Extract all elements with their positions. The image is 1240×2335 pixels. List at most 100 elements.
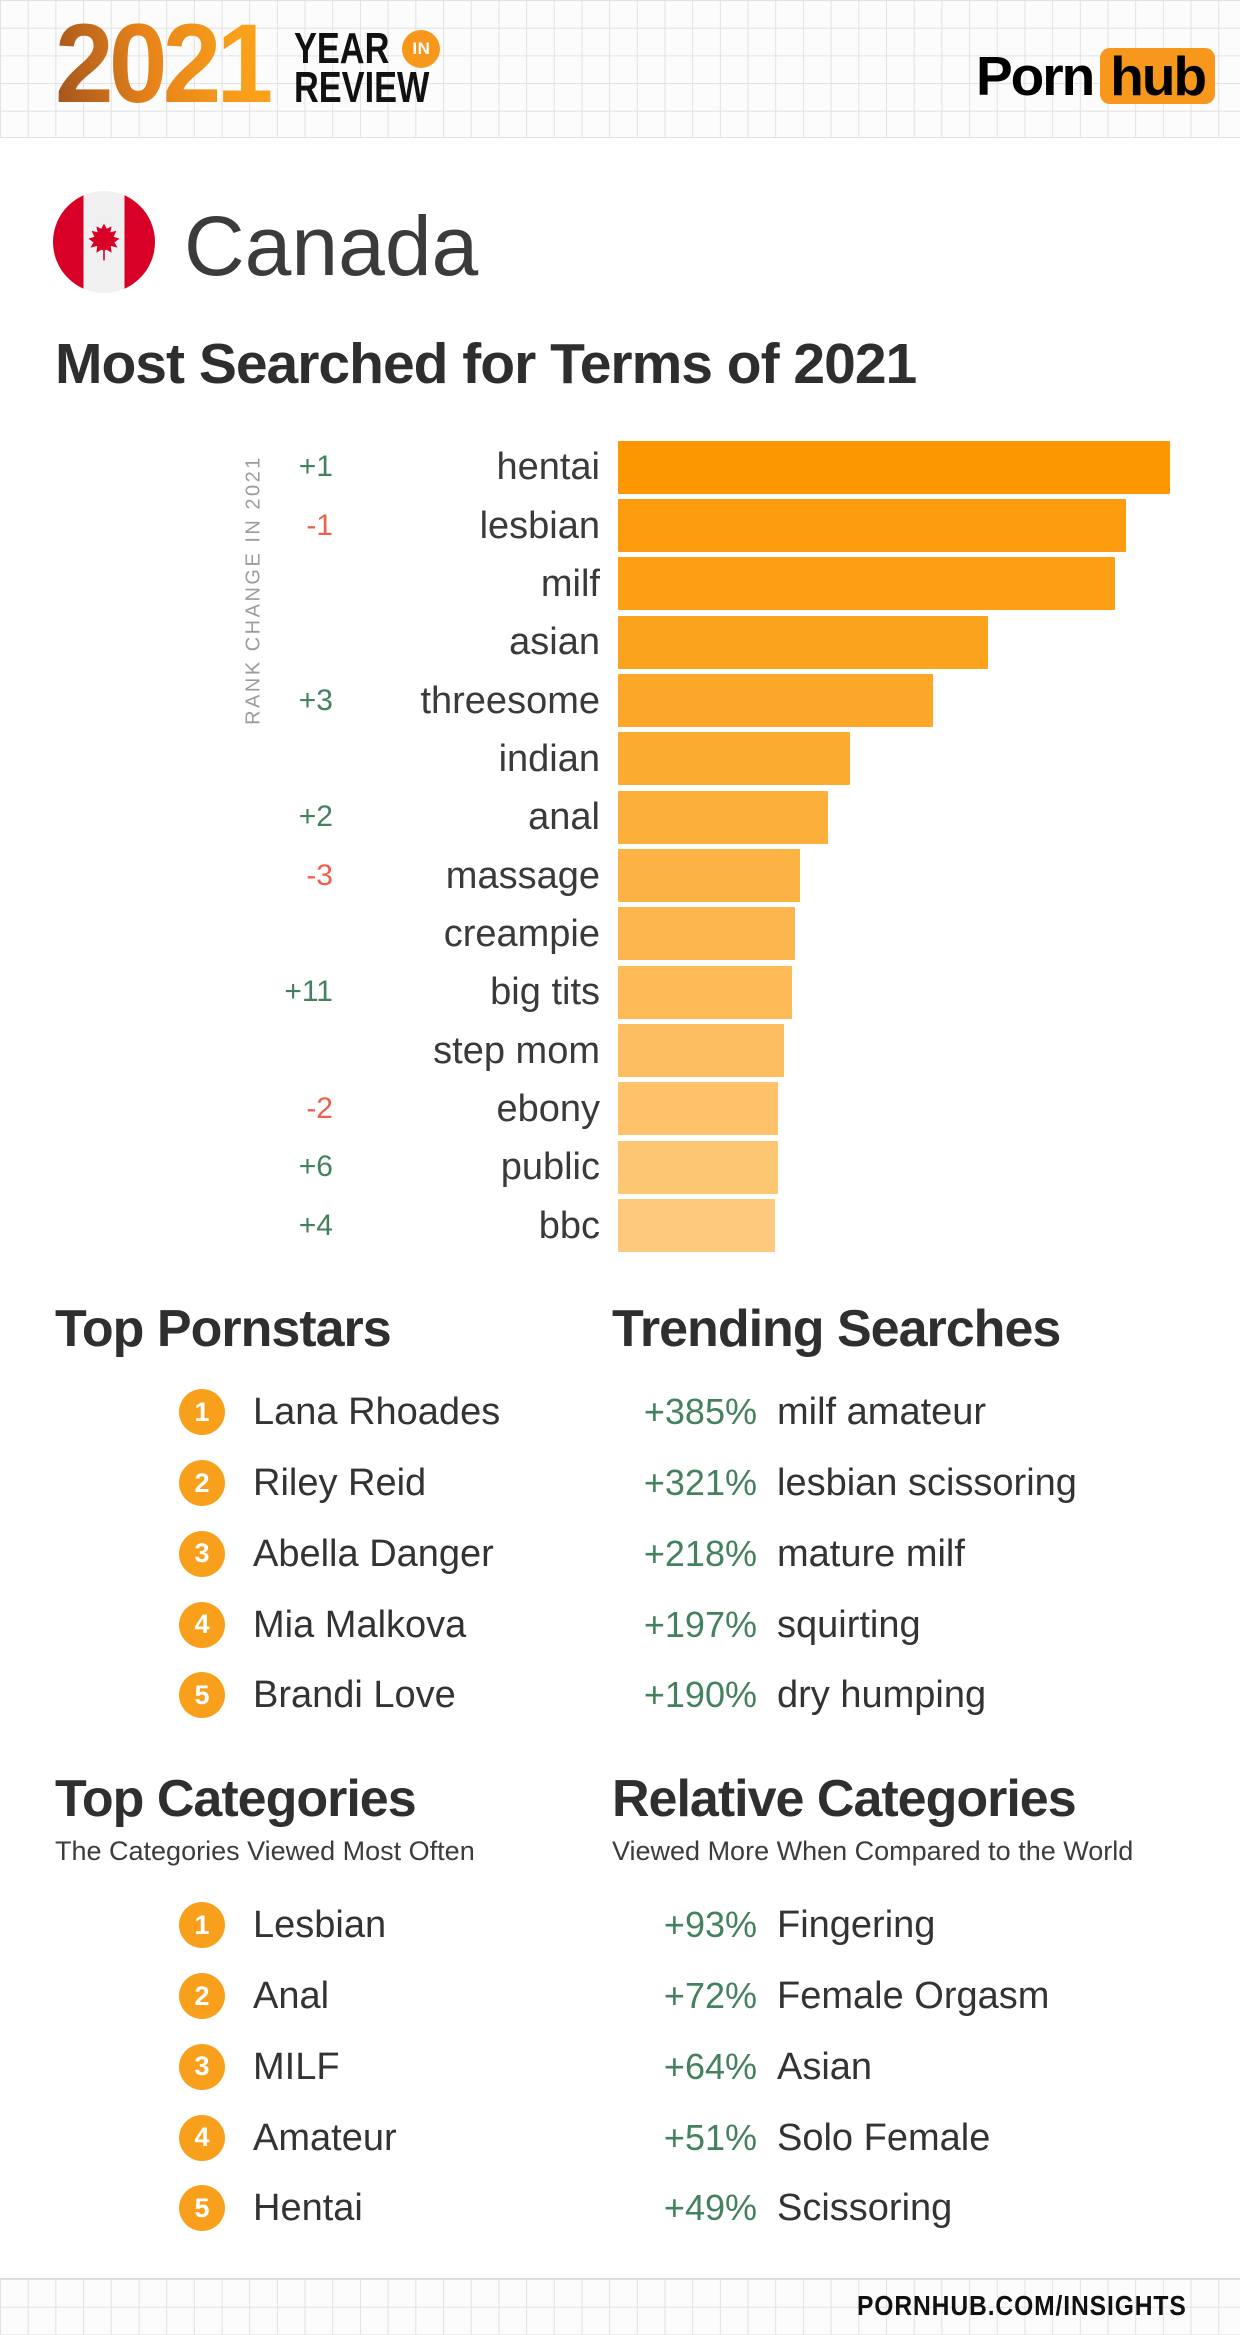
year-word: YEAR bbox=[294, 24, 390, 73]
top-pornstars-list: 1 Lana Rhoades 2 Riley Reid 3 Abella Danger 4 M… bbox=[179, 1377, 500, 1731]
chart-row: milf bbox=[0, 555, 1240, 613]
bar-label: indian bbox=[498, 737, 600, 780]
rank-number-badge: 4 bbox=[179, 2114, 225, 2161]
list-item-name: Lana Rhoades bbox=[253, 1391, 501, 1434]
rank-change-value: +6 bbox=[298, 1150, 333, 1184]
top-grid-band bbox=[0, 0, 1240, 138]
rank-number-badge: 4 bbox=[179, 1601, 225, 1648]
percent-change-value: +49% bbox=[663, 2187, 757, 2229]
list-item: 3 Abella Danger bbox=[179, 1519, 500, 1590]
rank-change-value: +11 bbox=[284, 975, 333, 1009]
chart-row: -2 ebony bbox=[0, 1080, 1240, 1138]
list-item: +72% Female Orgasm bbox=[612, 1961, 1049, 2032]
bar-bbc bbox=[618, 1199, 776, 1253]
rank-change-value: +3 bbox=[298, 683, 333, 717]
bar-indian bbox=[618, 732, 850, 786]
maple-leaf-icon bbox=[88, 223, 120, 261]
rank-change-value: -3 bbox=[306, 858, 333, 892]
list-item: 2 Riley Reid bbox=[179, 1448, 500, 1519]
year-in-review-words: YEAR IN REVIEW bbox=[294, 18, 468, 112]
percent-change-value: +51% bbox=[663, 2116, 757, 2158]
percent-change-value: +64% bbox=[663, 2045, 757, 2087]
bar-public bbox=[618, 1140, 779, 1194]
bar-anal bbox=[618, 790, 828, 844]
footer-url: PORNHUB.COM/INSIGHTS bbox=[857, 2290, 1187, 2321]
rank-change-value: +2 bbox=[298, 800, 333, 834]
list-item: 4 Mia Malkova bbox=[179, 1589, 500, 1660]
chart-row: +2 anal bbox=[0, 788, 1240, 846]
chart-row: indian bbox=[0, 730, 1240, 788]
chart-row: -1 lesbian bbox=[0, 496, 1240, 554]
relative-categories-subtitle: Viewed More When Compared to the World bbox=[612, 1836, 1134, 1866]
list-item-name: Anal bbox=[253, 1975, 330, 2018]
bar-label: threesome bbox=[420, 679, 600, 722]
percent-change-value: +385% bbox=[643, 1391, 757, 1433]
percent-change-value: +218% bbox=[643, 1532, 757, 1574]
percent-change-value: +93% bbox=[663, 1904, 757, 1946]
review-word: REVIEW bbox=[294, 62, 430, 112]
bar-label: anal bbox=[528, 796, 600, 839]
rank-number-badge: 3 bbox=[179, 1530, 225, 1577]
list-item-name: Brandi Love bbox=[253, 1674, 456, 1717]
percent-change-value: +190% bbox=[643, 1674, 757, 1716]
list-item-term: squirting bbox=[777, 1603, 921, 1646]
pornhub-logo: Porn hub bbox=[976, 44, 1216, 108]
bottom-grid-band bbox=[0, 2278, 1240, 2335]
chart-row: asian bbox=[0, 613, 1240, 671]
bar-label: public bbox=[500, 1146, 600, 1189]
list-item: +51% Solo Female bbox=[612, 2102, 1049, 2173]
bar-label: milf bbox=[540, 562, 600, 605]
bar-big-tits bbox=[618, 965, 792, 1019]
relative-categories-title: Relative Categories bbox=[612, 1770, 1077, 1828]
list-item: +197% squirting bbox=[612, 1589, 1077, 1660]
list-item: 2 Anal bbox=[179, 1961, 397, 2032]
list-item: 5 Hentai bbox=[179, 2173, 397, 2244]
bar-label: hentai bbox=[496, 446, 600, 489]
list-item-name: Hentai bbox=[253, 2187, 363, 2230]
bar-milf bbox=[618, 557, 1115, 611]
chart-row: +1 hentai bbox=[0, 438, 1240, 496]
chart-row: +11 big tits bbox=[0, 963, 1240, 1021]
bar-label: ebony bbox=[496, 1087, 600, 1130]
list-item: 4 Amateur bbox=[179, 2102, 397, 2173]
list-item: +218% mature milf bbox=[612, 1519, 1077, 1590]
list-item: 3 MILF bbox=[179, 2032, 397, 2103]
rank-change-value: -1 bbox=[306, 508, 333, 542]
list-item-name: Lesbian bbox=[253, 1904, 387, 1947]
bar-label: big tits bbox=[490, 971, 600, 1014]
in-circle-badge: IN bbox=[402, 30, 441, 69]
logo-2021-text: 2021 bbox=[55, 1, 275, 126]
rank-change-value: +4 bbox=[298, 1208, 333, 1242]
year-in-review-logo: 2021 YEAR IN REVIEW bbox=[55, 1, 468, 126]
bar-label: bbc bbox=[538, 1204, 600, 1247]
bar-creampie bbox=[618, 907, 795, 961]
list-item: +64% Asian bbox=[612, 2032, 1049, 2103]
list-item-term: Female Orgasm bbox=[777, 1975, 1050, 2018]
top-categories-subtitle: The Categories Viewed Most Often bbox=[55, 1836, 475, 1866]
rank-number-badge: 5 bbox=[179, 2185, 225, 2232]
list-item-name: Abella Danger bbox=[253, 1532, 494, 1575]
list-item: 1 Lesbian bbox=[179, 1890, 397, 1961]
list-item-term: milf amateur bbox=[777, 1391, 987, 1434]
list-item-term: Solo Female bbox=[777, 2116, 991, 2159]
rank-number-badge: 1 bbox=[179, 1389, 225, 1436]
list-item-name: Amateur bbox=[253, 2116, 397, 2159]
list-item: +385% milf amateur bbox=[612, 1377, 1077, 1448]
top-categories-title: Top Categories bbox=[55, 1770, 417, 1828]
rank-number-badge: 1 bbox=[179, 1902, 225, 1949]
list-item: +321% lesbian scissoring bbox=[612, 1448, 1077, 1519]
chart-row: +6 public bbox=[0, 1138, 1240, 1196]
rank-number-badge: 5 bbox=[179, 1672, 225, 1719]
bar-step-mom bbox=[618, 1024, 784, 1078]
trending-searches-list: +385% milf amateur +321% lesbian scissoring… bbox=[612, 1377, 1077, 1731]
list-item: 1 Lana Rhoades bbox=[179, 1377, 500, 1448]
page-title: Most Searched for Terms of 2021 bbox=[55, 332, 917, 396]
percent-change-value: +321% bbox=[643, 1462, 757, 1504]
percent-change-value: +197% bbox=[643, 1603, 757, 1645]
list-item: +93% Fingering bbox=[612, 1890, 1049, 1961]
bar-label: creampie bbox=[443, 912, 600, 955]
chart-row: +4 bbc bbox=[0, 1196, 1240, 1254]
list-item-term: lesbian scissoring bbox=[777, 1462, 1077, 1505]
list-item-name: Mia Malkova bbox=[253, 1603, 467, 1646]
